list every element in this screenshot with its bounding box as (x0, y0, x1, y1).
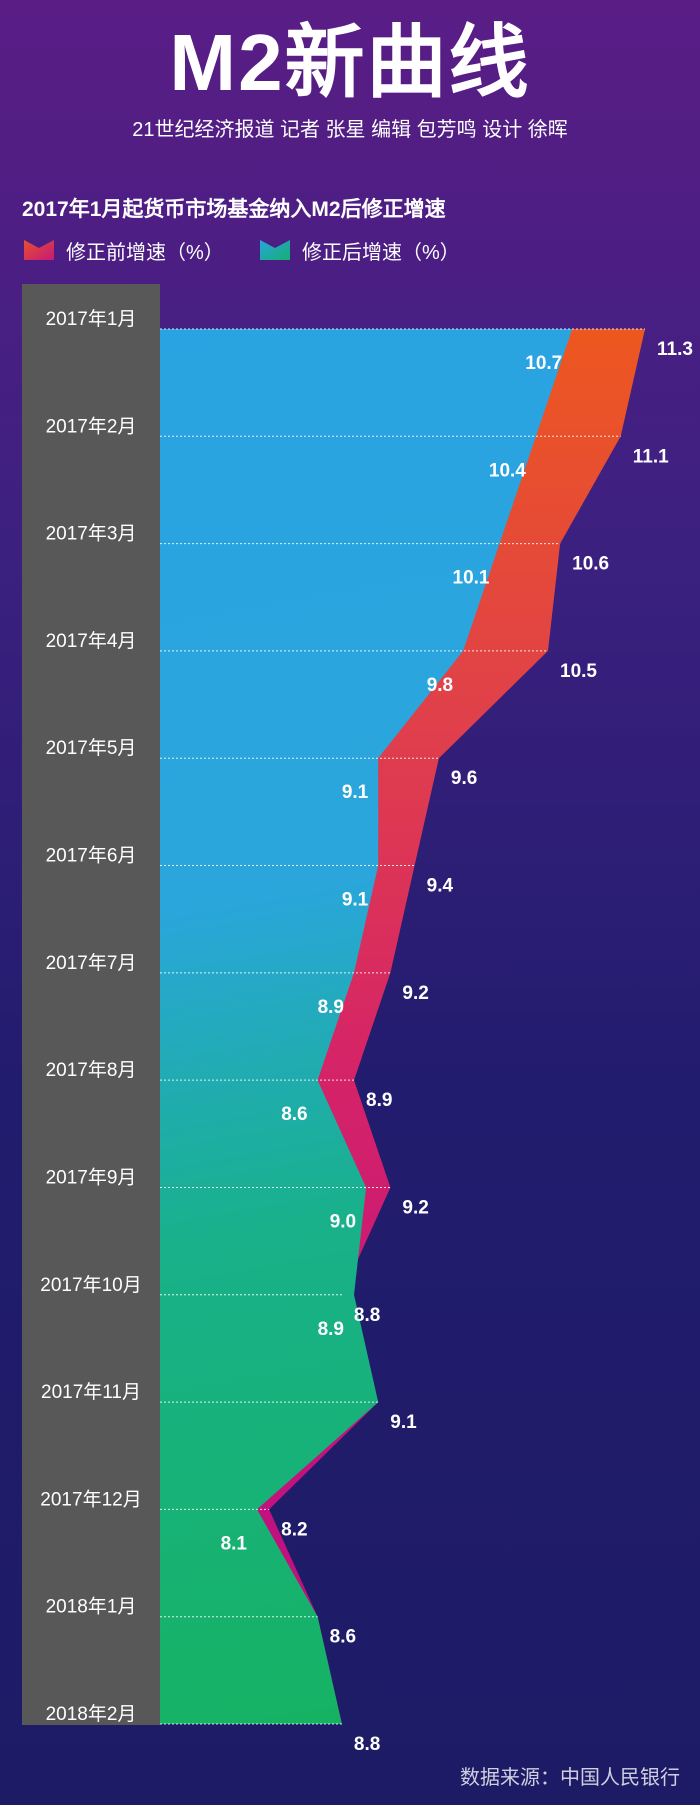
category-label: 2017年5月 (46, 737, 137, 759)
category-label: 2018年1月 (46, 1596, 137, 1618)
category-label: 2017年4月 (46, 630, 137, 652)
category-label: 2017年2月 (46, 415, 137, 437)
value-label-after: 10.4 (489, 460, 526, 481)
category-label: 2017年12月 (40, 1488, 141, 1510)
page-title: M2新曲线 (169, 18, 531, 107)
value-label-before: 8.8 (354, 1734, 380, 1755)
value-label-before: 10.5 (560, 661, 597, 682)
value-label-after: 10.7 (525, 353, 562, 374)
category-label: 2017年6月 (46, 845, 137, 867)
chart-title: 2017年1月起货币市场基金纳入M2后修正增速 (22, 198, 446, 221)
value-label-after: 9.1 (342, 890, 369, 911)
value-label-before: 8.8 (354, 1305, 380, 1326)
series-area-after (160, 329, 573, 1724)
value-label-before: 9.4 (427, 876, 454, 897)
category-label: 2018年2月 (46, 1703, 137, 1725)
legend-label-after: 修正后增速（%） (302, 241, 460, 264)
value-label-before: 8.9 (366, 1090, 392, 1111)
legend-label-before: 修正前增速（%） (66, 241, 224, 264)
data-source: 数据来源：中国人民银行 (460, 1767, 680, 1789)
value-label-before: 9.2 (402, 983, 428, 1004)
category-label: 2017年3月 (46, 523, 137, 545)
value-label-after: 9.1 (342, 782, 369, 803)
category-label: 2017年10月 (40, 1274, 141, 1296)
category-label: 2017年1月 (46, 308, 137, 330)
category-label: 2017年9月 (46, 1166, 137, 1188)
value-label-before: 9.6 (451, 768, 477, 789)
value-label-after: 8.1 (221, 1533, 248, 1554)
byline: 21世纪经济报道 记者 张星 编辑 包芳鸣 设计 徐晖 (132, 119, 568, 141)
value-label-after: 9.8 (427, 675, 453, 696)
value-label-before: 8.2 (281, 1519, 307, 1540)
value-label-before: 8.6 (330, 1627, 356, 1648)
legend-item-before: 修正前增速（%） (22, 236, 224, 264)
value-label-before: 10.6 (572, 554, 609, 575)
legend-item-after: 修正后增速（%） (258, 236, 460, 264)
value-label-before: 9.2 (402, 1197, 428, 1218)
value-label-before: 9.1 (390, 1412, 417, 1433)
category-label: 2017年11月 (41, 1381, 141, 1403)
value-label-before: 11.3 (657, 339, 693, 360)
category-label: 2017年8月 (46, 1059, 137, 1081)
legend-swatch-after-icon (260, 240, 290, 260)
value-label-after: 8.6 (281, 1104, 307, 1125)
legend-swatch-before-icon (24, 240, 54, 260)
value-label-after: 9.0 (330, 1211, 356, 1232)
value-label-after: 8.9 (318, 1319, 344, 1340)
category-label: 2017年7月 (46, 952, 137, 974)
category-column (22, 284, 160, 1725)
value-label-after: 10.1 (453, 568, 490, 589)
value-label-before: 11.1 (633, 446, 669, 467)
value-label-after: 8.9 (318, 997, 344, 1018)
